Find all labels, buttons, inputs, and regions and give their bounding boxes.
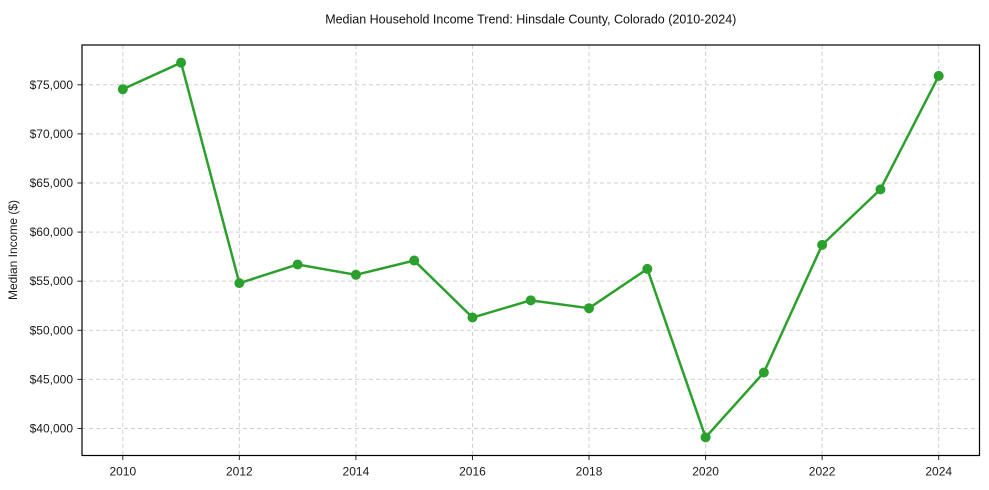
- data-point: [117, 84, 128, 95]
- data-point: [758, 367, 769, 378]
- data-point: [584, 303, 595, 314]
- x-axis: 2010 2012 2014 2016 2018 2020 2022 2024: [109, 455, 952, 479]
- plot-border: [81, 44, 981, 457]
- data-point: [933, 70, 944, 81]
- chart-title: Median Household Income Trend: Hinsdale …: [325, 13, 736, 27]
- y-tick-label: $70,000: [30, 127, 74, 141]
- data-point: [642, 263, 653, 274]
- data-point: [292, 259, 303, 270]
- y-axis: $40,000 $45,000 $50,000 $55,000 $60,000 $65,0…: [30, 78, 82, 435]
- y-tick-label: $65,000: [30, 176, 74, 190]
- data-point: [409, 255, 420, 266]
- x-tick-label: 2022: [809, 465, 836, 479]
- y-tick-label: $60,000: [30, 225, 74, 239]
- x-tick-label: 2016: [459, 465, 486, 479]
- trend-line: [121, 61, 940, 439]
- y-tick-label: $40,000: [30, 421, 74, 435]
- y-axis-label: Median Income ($): [6, 200, 20, 300]
- y-tick-label: $75,000: [30, 78, 74, 92]
- data-point: [525, 295, 536, 306]
- y-tick-label: $45,000: [30, 372, 74, 386]
- data-point: [700, 432, 711, 443]
- data-point: [234, 278, 245, 289]
- y-tick-label: $50,000: [30, 323, 74, 337]
- x-tick-label: 2012: [226, 465, 253, 479]
- data-point: [350, 269, 361, 280]
- x-tick-label: 2014: [343, 465, 370, 479]
- gridlines: [82, 45, 980, 456]
- data-point: [875, 184, 886, 195]
- x-tick-label: 2020: [692, 465, 719, 479]
- data-series: [117, 57, 944, 443]
- data-point: [176, 57, 187, 68]
- x-tick-label: 2018: [576, 465, 603, 479]
- x-tick-label: 2024: [925, 465, 952, 479]
- x-tick-label: 2010: [109, 465, 136, 479]
- data-point: [467, 312, 478, 323]
- data-point: [817, 239, 828, 250]
- y-tick-label: $55,000: [30, 274, 74, 288]
